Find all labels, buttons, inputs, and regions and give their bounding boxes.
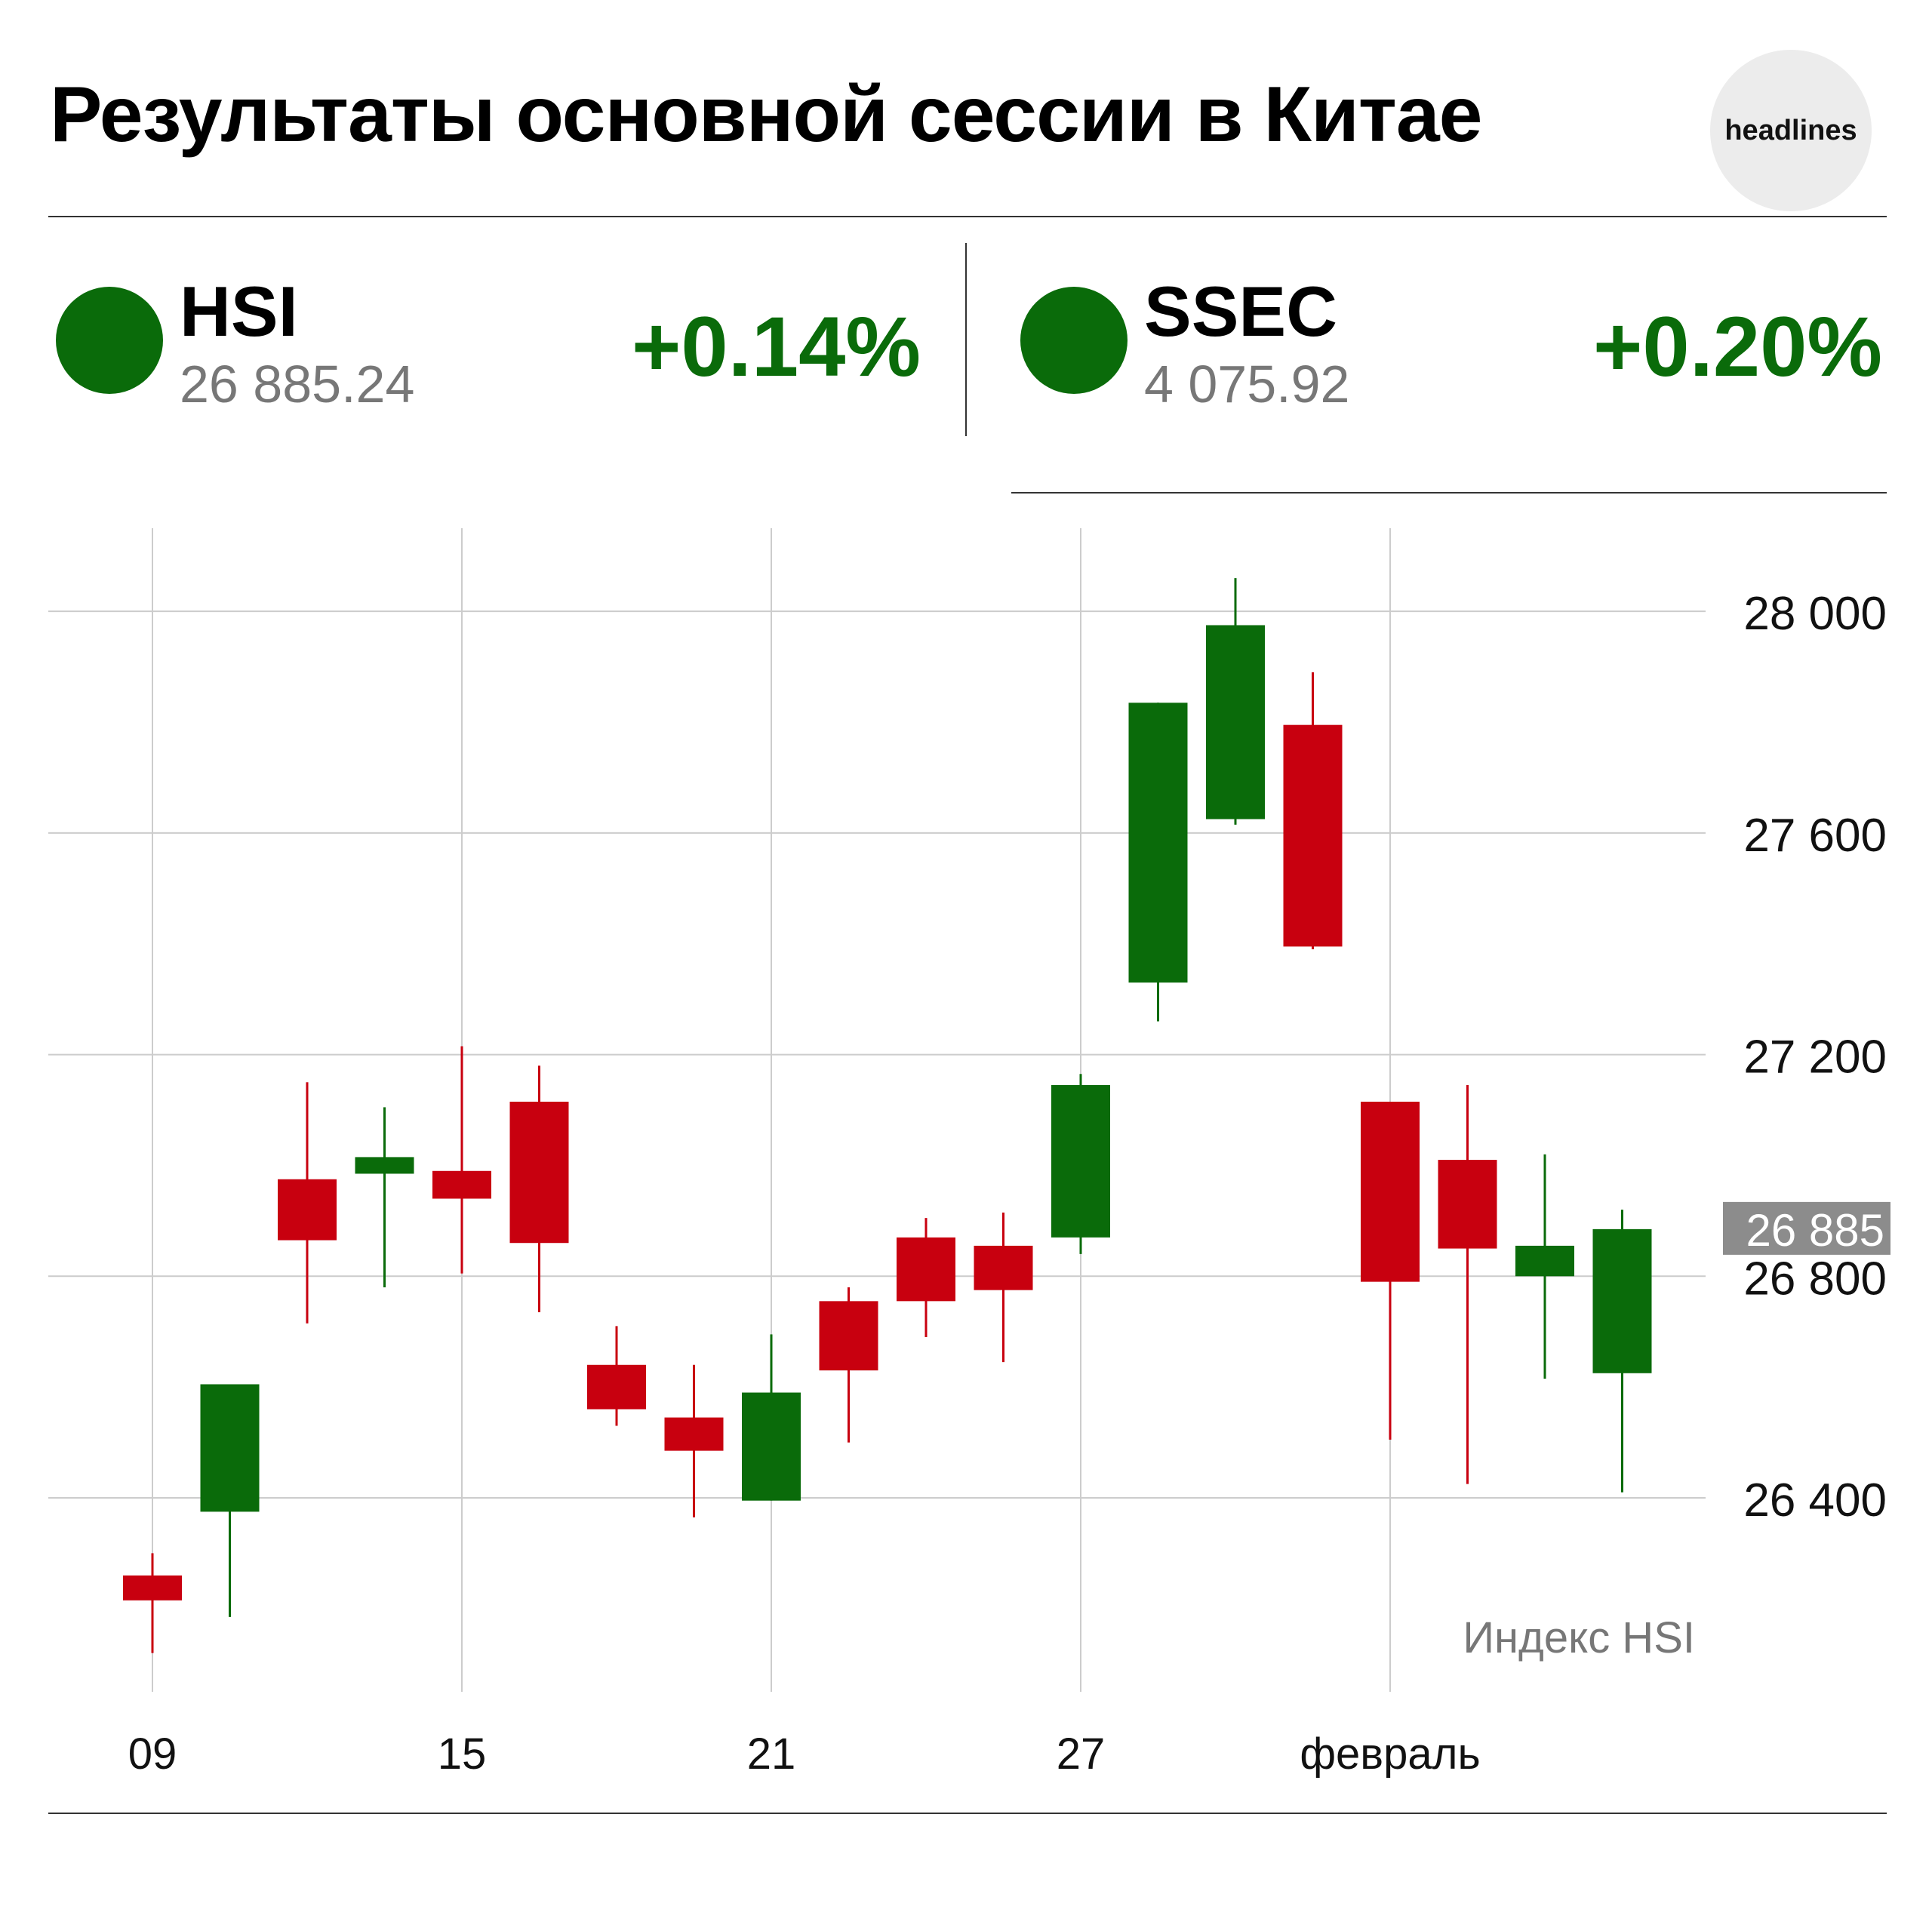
candle-down — [123, 1575, 182, 1600]
candle-down — [432, 1170, 491, 1199]
y-tick-label: 26 800 — [1743, 1253, 1887, 1305]
bottom-divider — [48, 1813, 1887, 1814]
ssec-status-dot — [1020, 287, 1128, 394]
x-tick-label: февраль — [1300, 1730, 1480, 1779]
candle-up — [1206, 625, 1265, 819]
candle-up — [742, 1392, 801, 1501]
candle-down — [1438, 1160, 1497, 1249]
brand-logo: headlines — [1710, 50, 1872, 211]
candle-down — [278, 1179, 337, 1241]
hsi-change: +0.14% — [632, 300, 921, 394]
candle-down — [509, 1101, 569, 1244]
candle-up — [355, 1157, 414, 1174]
candle-up — [200, 1384, 260, 1512]
ssec-value: 4 075.92 — [1144, 355, 1350, 414]
candle-up — [1515, 1245, 1574, 1277]
x-tick-label: 15 — [438, 1730, 487, 1779]
y-tick-label: 27 600 — [1743, 810, 1887, 862]
current-price-badge — [1723, 1201, 1890, 1255]
candle-up — [1592, 1228, 1652, 1373]
x-tick-label: 21 — [747, 1730, 796, 1779]
x-tick-label: 09 — [128, 1730, 177, 1779]
chart-annotation: Индекс HSI — [1463, 1613, 1695, 1662]
hsi-name: HSI — [180, 272, 298, 351]
candle-down — [819, 1301, 878, 1371]
candle-up — [1128, 703, 1188, 983]
candle-down — [664, 1417, 724, 1451]
ssec-name: SSEC — [1144, 272, 1337, 351]
top-divider — [48, 216, 1887, 217]
chart-top-divider — [1011, 492, 1887, 494]
y-tick-label: 26 400 — [1743, 1474, 1887, 1527]
ssec-change: +0.20% — [1593, 300, 1882, 394]
candle-down — [1283, 724, 1343, 947]
page-title: Результаты основной сессии в Китае — [50, 71, 1483, 158]
x-tick-label: 27 — [1057, 1730, 1106, 1779]
candle-down — [1361, 1101, 1420, 1282]
hsi-value: 26 885.24 — [180, 355, 415, 414]
indices-divider — [965, 243, 967, 436]
candle-down — [974, 1245, 1033, 1290]
current-price-label: 26 885 — [1746, 1205, 1884, 1256]
y-tick-label: 27 200 — [1743, 1032, 1887, 1084]
candle-up — [1051, 1084, 1110, 1238]
y-tick-label: 28 000 — [1743, 588, 1887, 640]
candle-down — [587, 1364, 646, 1410]
candle-down — [897, 1237, 955, 1302]
hsi-status-dot — [56, 287, 163, 394]
